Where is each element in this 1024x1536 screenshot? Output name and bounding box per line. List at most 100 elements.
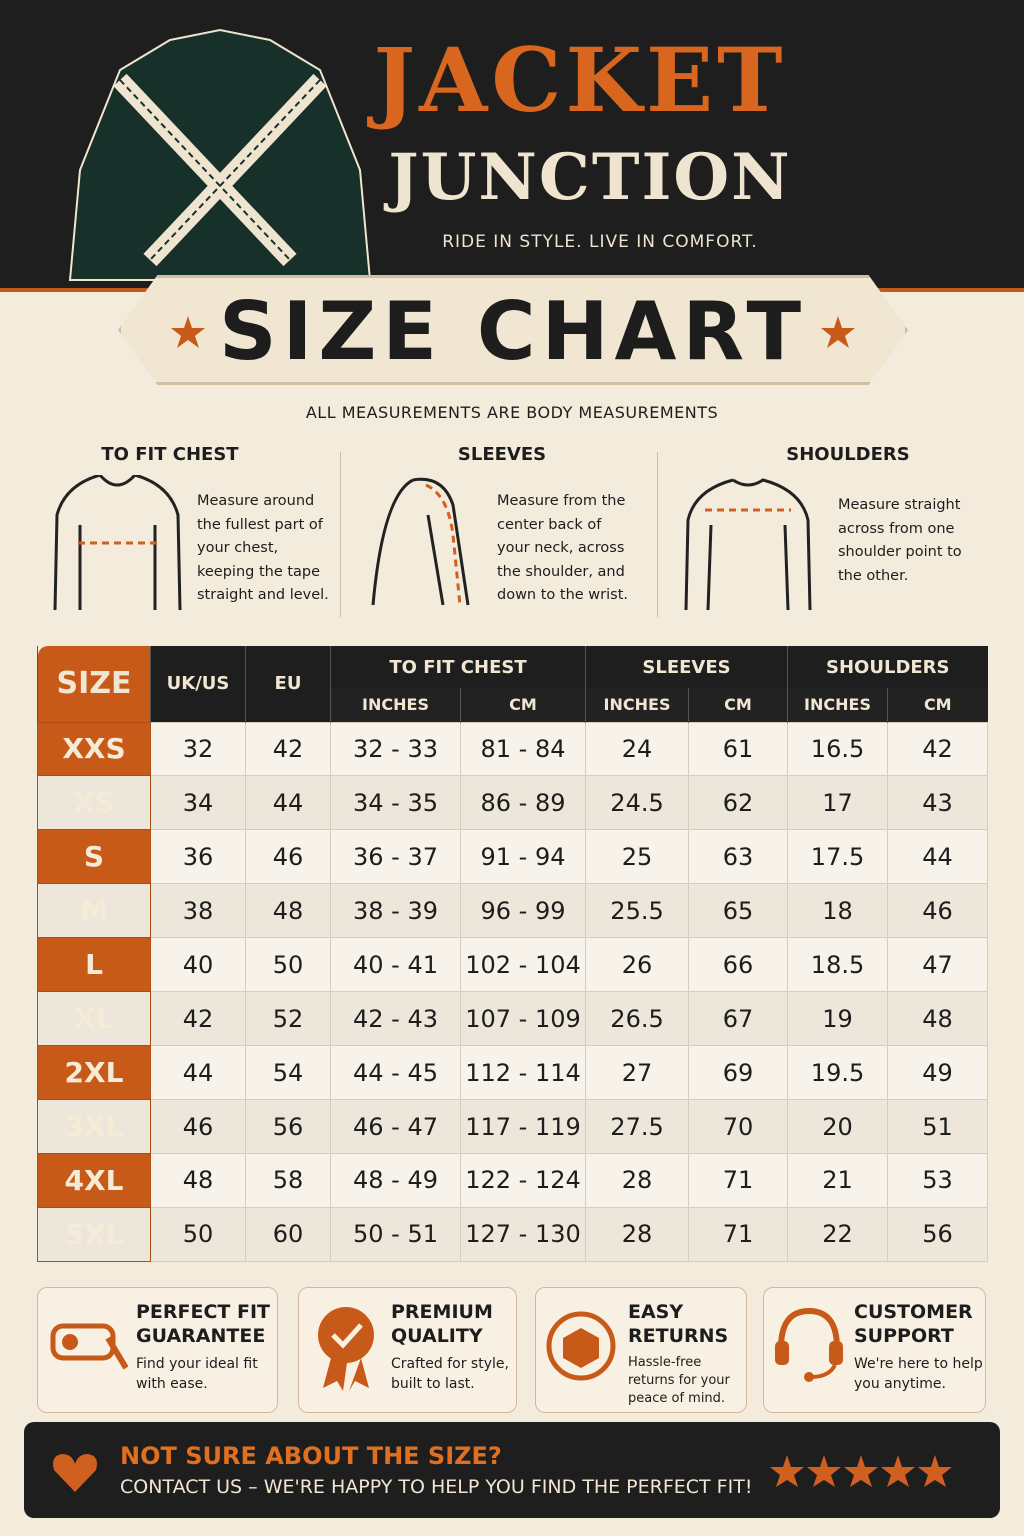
table-cell: 36 - 37	[330, 829, 461, 885]
table-cell: 26	[585, 937, 690, 993]
table-cell: 32	[150, 721, 246, 777]
feature-body: PREMIUM QUALITY Crafted for style, built …	[391, 1300, 516, 1394]
feature-title: PREMIUM QUALITY	[391, 1301, 493, 1347]
table-cell: 28	[585, 1153, 690, 1208]
measurement-note: ALL MEASUREMENTS ARE BODY MEASUREMENTS	[305, 403, 719, 422]
tagline: RIDE IN STYLE. LIVE IN COMFORT.	[442, 232, 758, 252]
group-header: SLEEVES	[585, 646, 788, 688]
table-cell: 36	[150, 829, 246, 885]
table-cell: 42	[887, 721, 989, 777]
footer-text: CONTACT US – WE'RE HAPPY TO HELP YOU FIN…	[120, 1476, 753, 1498]
table-body: XXS 32 42 32 - 33 81 - 84 24 61 16.5 42 XS 34 44 34 …	[37, 721, 989, 1263]
size-label: M	[37, 883, 151, 939]
title-banner	[118, 275, 908, 385]
table-cell: 46 - 47	[330, 1099, 461, 1154]
sleeve-figure	[371, 477, 470, 606]
feature-text: Hassle-free returns for your peace of mi…	[628, 1355, 730, 1406]
feature-card: PREMIUM QUALITY Crafted for style, built …	[298, 1287, 517, 1413]
guide-text: Measure straight across from one shoulde…	[838, 497, 962, 584]
table-cell: 44	[245, 775, 331, 831]
jacket-illustration	[68, 28, 372, 281]
group-header: SHOULDERS	[787, 646, 988, 688]
table-cell: 42	[245, 721, 331, 777]
footer-heading: NOT SURE ABOUT THE SIZE?	[120, 1442, 502, 1470]
table-cell: 19.5	[787, 1045, 889, 1101]
table-row: L 40 50 40 - 41 102 - 104 26 66 18.5 47	[37, 937, 989, 993]
heart-icon	[53, 1454, 97, 1492]
table-cell: 43	[887, 775, 989, 831]
table-cell: 22	[787, 1206, 889, 1263]
table-cell: 46	[887, 883, 989, 939]
banner-stars	[171, 316, 855, 348]
table-cell: 60	[245, 1206, 331, 1263]
table-cell: 81 - 84	[459, 721, 587, 777]
table-cell: 27.5	[585, 1099, 690, 1154]
feature-text: Crafted for style, built to last.	[391, 1356, 509, 1392]
table-cell: 44	[150, 1045, 246, 1101]
feature-title: CUSTOMER SUPPORT	[854, 1301, 973, 1347]
brand-line-1: JACKET	[373, 28, 787, 132]
table-cell: 70	[688, 1099, 789, 1154]
table-cell: 61	[688, 721, 789, 777]
guide-title: SLEEVES	[457, 444, 547, 465]
table-cell: 127 - 130	[459, 1206, 587, 1263]
feature-card: CUSTOMER SUPPORT We're here to help you a…	[763, 1287, 986, 1413]
table-cell: 117 - 119	[459, 1099, 587, 1154]
table-cell: 50	[150, 1206, 246, 1263]
table-cell: 71	[688, 1206, 789, 1263]
size-label: 5XL	[37, 1206, 151, 1263]
brand-line-2: JUNCTION	[388, 140, 792, 215]
badge-icon	[318, 1307, 374, 1391]
unit-header: CM	[688, 688, 788, 722]
rating-stars	[770, 1455, 952, 1487]
table-cell: 54	[245, 1045, 331, 1101]
table-cell: 44	[887, 829, 989, 885]
table-cell: 16.5	[787, 721, 889, 777]
table-cell: 24.5	[585, 775, 690, 831]
feature-card: PERFECT FIT GUARANTEE Find your ideal fit…	[37, 1287, 278, 1413]
table-cell: 32 - 33	[330, 721, 461, 777]
table-cell: 122 - 124	[459, 1153, 587, 1208]
table-cell: 62	[688, 775, 789, 831]
unit-header: INCHES	[585, 688, 689, 722]
guide-title: SHOULDERS	[786, 444, 910, 465]
column-header: UK/US	[150, 646, 246, 722]
guide-text: Measure around the fullest part of your …	[197, 493, 329, 603]
table-cell: 50	[245, 937, 331, 993]
guide-title: TO FIT CHEST	[101, 444, 239, 465]
table-cell: 28	[585, 1206, 690, 1263]
table-cell: 25	[585, 829, 690, 885]
group-header: TO FIT CHEST	[329, 646, 586, 688]
table-cell: 17.5	[787, 829, 889, 885]
table-cell: 42	[150, 991, 246, 1047]
table-row: XL 42 52 42 - 43 107 - 109 26.5 67 19 48	[37, 991, 989, 1047]
table-row: 3XL 46 56 46 - 47 117 - 119 27.5 70 20 51	[37, 1099, 989, 1154]
feature-title: EASY RETURNS	[628, 1301, 729, 1347]
table-cell: 40	[150, 937, 246, 993]
unit-header: INCHES	[787, 688, 888, 722]
table-cell: 40 - 41	[330, 937, 461, 993]
table-cell: 65	[688, 883, 789, 939]
size-header: SIZE	[37, 646, 151, 722]
table-cell: 71	[688, 1153, 789, 1208]
table-cell: 17	[787, 775, 889, 831]
table-cell: 18.5	[787, 937, 889, 993]
feature-title: PERFECT FIT GUARANTEE	[136, 1301, 271, 1347]
page-title: SIZE CHART	[218, 285, 808, 378]
size-label: XXS	[37, 721, 151, 777]
table-cell: 48	[887, 991, 989, 1047]
table-cell: 26.5	[585, 991, 690, 1047]
divider	[340, 452, 341, 617]
table-cell: 51	[887, 1099, 989, 1154]
table-cell: 102 - 104	[459, 937, 587, 993]
table-cell: 34	[150, 775, 246, 831]
header-band: JACKET JUNCTION RIDE IN STYLE. LIVE IN C…	[0, 0, 1024, 292]
column-header: EU	[245, 646, 331, 722]
table-cell: 58	[245, 1153, 331, 1208]
size-label: 4XL	[37, 1153, 151, 1208]
table-row: S 36 46 36 - 37 91 - 94 25 63 17.5 44	[37, 829, 989, 885]
table-cell: 69	[688, 1045, 789, 1101]
table-cell: 63	[688, 829, 789, 885]
table-cell: 56	[887, 1206, 989, 1263]
